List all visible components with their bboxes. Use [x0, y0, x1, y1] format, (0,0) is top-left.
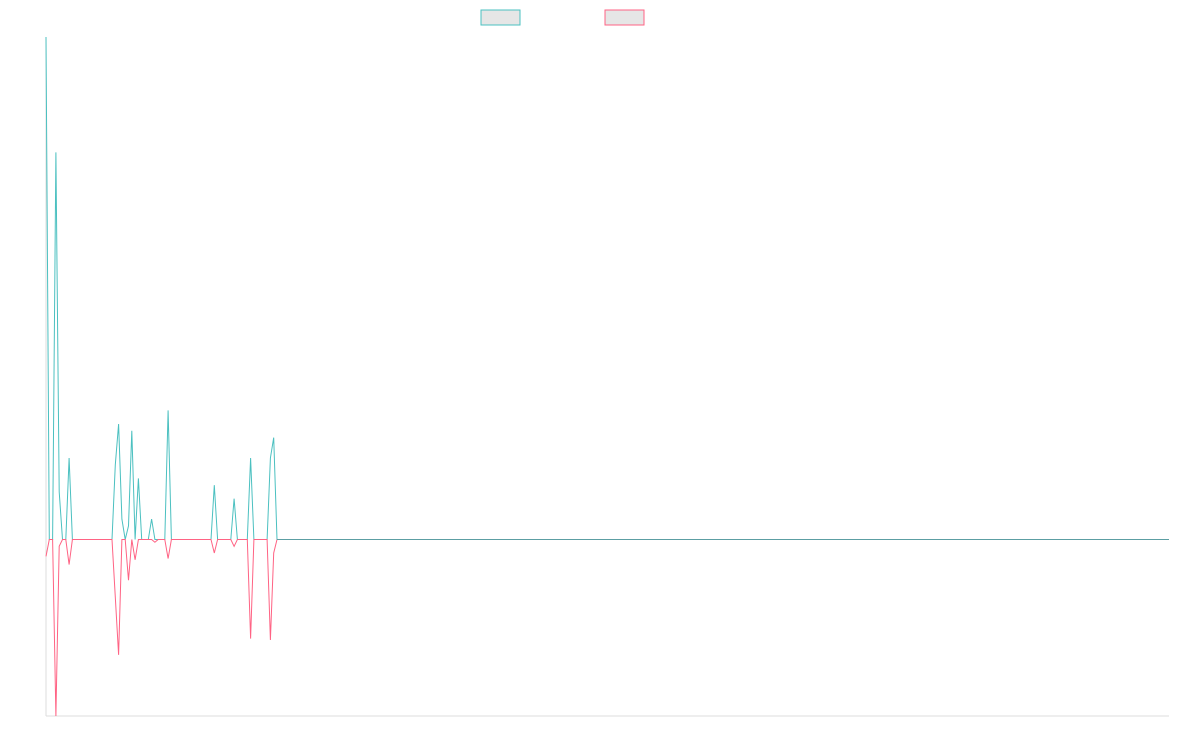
legend-swatch-2[interactable]: [604, 9, 645, 26]
series-group: [45, 36, 1169, 717]
series-line-2: [45, 539, 278, 717]
series-line-1: [45, 36, 278, 540]
legend-swatch-1[interactable]: [480, 9, 521, 26]
legend: [480, 9, 645, 26]
axes: [45, 37, 1169, 717]
